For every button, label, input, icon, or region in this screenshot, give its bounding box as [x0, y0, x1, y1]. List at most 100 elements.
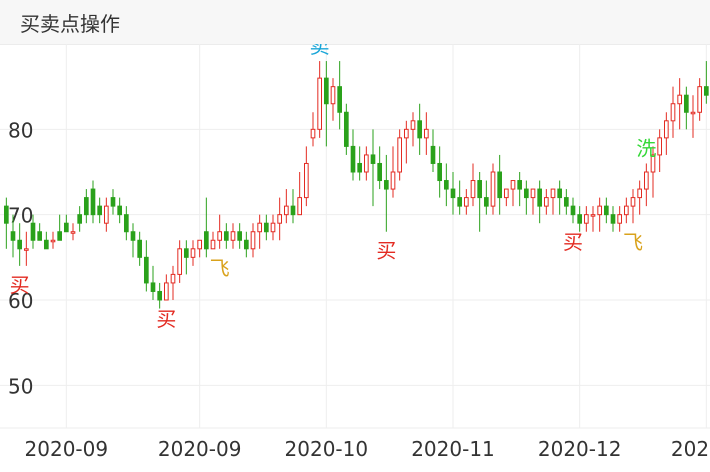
candle-body	[150, 282, 156, 292]
candle-body	[237, 231, 242, 241]
candle-body	[97, 205, 103, 216]
signal-label: 飞	[210, 256, 230, 280]
candle-body	[244, 239, 249, 250]
candle-body	[337, 86, 343, 113]
candle-body	[664, 120, 669, 139]
candle-body	[704, 86, 709, 96]
candle-body	[470, 180, 476, 199]
signal-label: 买	[156, 307, 176, 331]
candle-body	[377, 162, 383, 182]
candle-body	[604, 205, 609, 216]
candle-body	[310, 128, 316, 139]
candle-body	[270, 222, 276, 233]
candle-body	[37, 231, 42, 241]
candle-body	[644, 171, 649, 190]
candle-body	[477, 180, 483, 199]
candle-body	[584, 214, 589, 224]
candle-body	[544, 197, 549, 207]
candle-body	[177, 248, 182, 275]
x-tick-label: 2020-12	[538, 437, 622, 461]
candle-body	[430, 145, 436, 164]
candle-body	[130, 231, 136, 241]
candlestick-chart: 50 60 70 80 2020-09 2020-09 2020-10 2020-11 2020…	[0, 44, 710, 461]
candle-body	[384, 180, 389, 190]
candle-body	[284, 205, 289, 216]
candle-body	[590, 214, 596, 217]
candle-body	[90, 188, 96, 216]
candle-body	[564, 197, 569, 207]
candle-body	[610, 214, 616, 224]
candle-body	[124, 214, 129, 233]
candle-body	[350, 145, 356, 173]
candle-body	[450, 188, 456, 199]
y-tick-label: 80	[8, 118, 33, 142]
y-tick-label: 70	[8, 204, 33, 228]
candle-body	[77, 214, 83, 224]
candle-body	[190, 248, 196, 258]
candle-body	[657, 137, 662, 156]
candle-body	[670, 103, 676, 122]
candle-body	[317, 77, 323, 130]
candle-body	[324, 77, 329, 105]
candle-body	[164, 282, 169, 301]
candle-body	[357, 162, 363, 173]
candle-body	[550, 188, 556, 199]
candle-body	[597, 205, 602, 216]
candle-body	[364, 154, 369, 173]
y-tick-label: 50	[8, 374, 33, 398]
candle-body	[684, 94, 689, 113]
candle-body	[330, 86, 336, 105]
x-tick-label: 2020-09	[25, 437, 109, 461]
signal-label: 买	[10, 273, 30, 297]
candle-body	[10, 231, 16, 241]
candle-body	[50, 239, 56, 243]
candle-body	[497, 171, 503, 199]
candle-body	[484, 197, 489, 207]
candle-body	[537, 188, 542, 207]
signal-label: 洗	[636, 136, 656, 160]
candle-body	[17, 239, 23, 250]
candle-body	[297, 197, 303, 216]
candle-body	[4, 205, 9, 224]
candle-body	[144, 256, 149, 284]
candle-body	[104, 205, 109, 224]
candle-body	[690, 111, 696, 115]
candle-body	[617, 214, 622, 224]
candle-body	[650, 154, 656, 173]
candle-body	[30, 222, 36, 241]
candle-body	[290, 205, 296, 216]
x-tick-label: 2020-11	[411, 437, 495, 461]
x-tick-label: 2020-1	[671, 437, 710, 461]
y-tick-label: 60	[8, 289, 33, 313]
candle-body	[257, 222, 263, 233]
candle-body	[577, 214, 582, 224]
signal-label: 买	[563, 230, 583, 254]
candle-body	[637, 188, 642, 199]
candle-body	[24, 248, 29, 251]
candle-body	[84, 197, 89, 216]
candle-body	[57, 231, 62, 241]
candle-body	[390, 171, 396, 190]
candle-body	[524, 188, 529, 199]
candle-body	[490, 171, 496, 207]
candle-body	[404, 128, 409, 139]
page-title: 买卖点操作	[20, 12, 120, 36]
candle-body	[224, 231, 229, 241]
candle-body	[64, 222, 69, 233]
candle-body	[437, 162, 443, 182]
candle-body	[370, 154, 376, 164]
candle-body	[530, 188, 536, 199]
candle-body	[630, 197, 636, 207]
candle-body	[157, 290, 162, 301]
candle-body	[504, 188, 509, 199]
header-bar: 买卖点操作	[0, 0, 710, 45]
candle-body	[410, 120, 416, 130]
candle-body	[424, 128, 429, 139]
candle-body	[457, 197, 463, 207]
candle-body	[197, 239, 202, 250]
candle-body	[304, 162, 309, 199]
candle-body	[344, 111, 349, 147]
candle-body	[677, 94, 682, 105]
candle-body	[510, 180, 516, 190]
x-tick-label: 2020-10	[285, 437, 369, 461]
